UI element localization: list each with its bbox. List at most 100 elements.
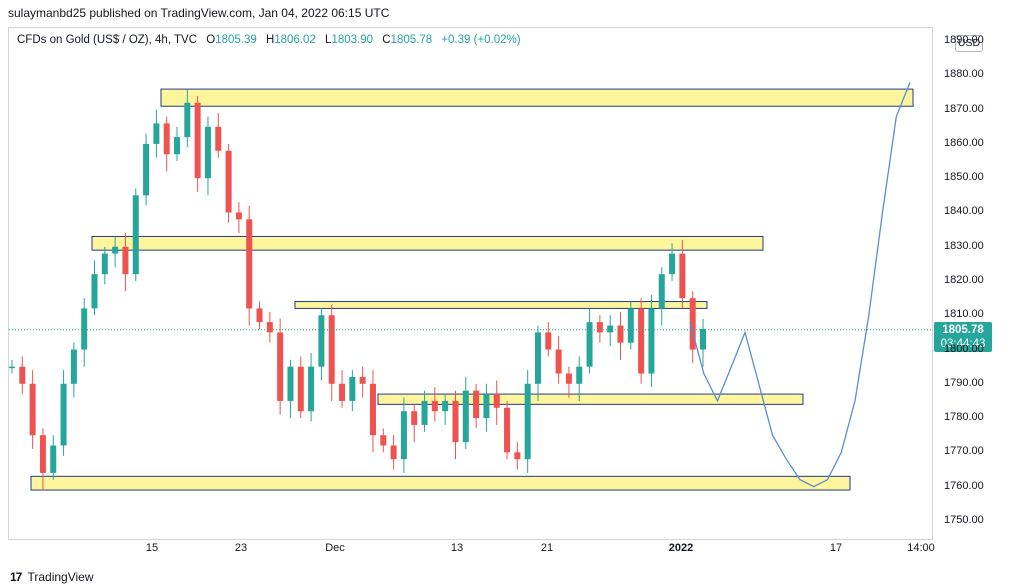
footer: 17 TradingView xyxy=(10,570,94,584)
open-label: O xyxy=(206,34,216,46)
symbol-label[interactable]: CFDs on Gold (US$ / OZ), 4h, TVC xyxy=(17,34,198,46)
candle-body xyxy=(143,143,150,196)
candle-body xyxy=(225,150,232,213)
candle-body xyxy=(421,400,428,425)
candle-body xyxy=(462,390,469,443)
candle-body xyxy=(235,212,242,220)
candle-body xyxy=(60,383,67,446)
candle-body xyxy=(669,253,676,275)
candle-body xyxy=(318,315,325,367)
low-value: 1803.90 xyxy=(331,34,374,46)
candle-body xyxy=(586,322,593,367)
open-value: 1805.39 xyxy=(215,34,257,46)
support-resistance-zone xyxy=(377,393,804,405)
x-tick-label: Dec xyxy=(325,542,345,554)
y-tick-label: 1800.00 xyxy=(944,342,984,355)
candle-body xyxy=(122,246,129,275)
candle-body xyxy=(287,366,294,401)
candle-body xyxy=(132,195,139,275)
last-price-value: 1805.78 xyxy=(942,324,984,336)
x-tick-label: 14:00 xyxy=(907,542,935,554)
x-tick-label: 2022 xyxy=(668,542,694,554)
candle-body xyxy=(112,246,119,254)
candle-body xyxy=(184,102,191,138)
support-resistance-zone xyxy=(30,475,851,491)
candle-body xyxy=(246,219,253,309)
publisher-header: sulaymanbd25 published on TradingView.co… xyxy=(8,6,390,20)
candle-body xyxy=(369,383,376,436)
high-value: 1806.02 xyxy=(274,34,316,46)
candle-body xyxy=(493,394,500,408)
candle-body xyxy=(442,400,449,412)
y-tick-label: 1870.00 xyxy=(944,102,984,115)
candle-body xyxy=(81,308,88,350)
brand-name[interactable]: TradingView xyxy=(27,570,94,584)
x-tick-label: 23 xyxy=(234,542,248,554)
candle-body xyxy=(658,274,665,309)
candle-body xyxy=(545,332,552,350)
candle-body xyxy=(29,383,36,436)
candle-body xyxy=(204,126,211,179)
y-tick-label: 1850.00 xyxy=(944,171,984,184)
y-tick-label: 1810.00 xyxy=(944,308,984,321)
currency-button[interactable]: USD xyxy=(955,35,983,52)
candle-body xyxy=(555,349,562,374)
candle-body xyxy=(700,328,706,350)
candle-body xyxy=(50,445,57,473)
y-tick-label: 1880.00 xyxy=(944,68,984,81)
candle-body xyxy=(565,373,572,384)
candle-body xyxy=(627,308,634,343)
y-tick-label: 1790.00 xyxy=(944,376,984,389)
y-tick-label: 1780.00 xyxy=(944,411,984,424)
candle-body xyxy=(607,325,614,333)
candle-body xyxy=(9,366,15,369)
candle-body xyxy=(215,126,222,151)
candle-body xyxy=(328,315,335,384)
candle-body xyxy=(70,349,77,384)
x-tick-label: 15 xyxy=(145,542,159,554)
candle-body xyxy=(256,308,263,323)
candle-body xyxy=(679,253,686,299)
close-label: C xyxy=(382,34,391,46)
candle-body xyxy=(596,322,603,333)
bar-countdown: 03:44:43 xyxy=(940,338,986,350)
candle-body xyxy=(349,376,356,401)
candle-body xyxy=(359,376,366,384)
candle-body xyxy=(483,394,490,419)
candle-body xyxy=(431,400,438,412)
tradingview-logo-icon[interactable]: 17 xyxy=(10,570,22,584)
x-tick-label: 21 xyxy=(540,542,554,554)
candle-body xyxy=(174,137,181,155)
y-tick-label: 1750.00 xyxy=(944,513,984,526)
candle-body xyxy=(473,390,480,419)
candle-body xyxy=(101,253,108,275)
candle-body xyxy=(19,366,26,384)
candle-body xyxy=(411,411,418,425)
candle-body xyxy=(39,435,46,473)
y-tick-label: 1830.00 xyxy=(944,239,984,252)
candle-body xyxy=(91,274,98,309)
candle-body xyxy=(390,445,397,460)
y-tick-label: 1820.00 xyxy=(944,274,984,286)
candle-body xyxy=(638,308,645,374)
x-tick-label: 13 xyxy=(450,542,464,554)
low-label: L xyxy=(325,34,332,46)
support-resistance-zone xyxy=(294,301,708,309)
y-tick-label: 1760.00 xyxy=(944,479,984,492)
y-tick-label: 1770.00 xyxy=(944,445,984,458)
candle-body xyxy=(617,325,624,343)
close-value: 1805.78 xyxy=(390,34,433,46)
chart-frame xyxy=(8,27,933,540)
candle-body xyxy=(266,322,273,333)
candle-body xyxy=(689,298,696,350)
candle-body xyxy=(153,123,160,144)
y-tick-label: 1840.00 xyxy=(944,205,984,218)
candle-body xyxy=(534,332,541,384)
support-resistance-zone xyxy=(160,88,914,107)
y-tick-label: 1860.00 xyxy=(944,136,984,149)
support-resistance-zone xyxy=(91,235,764,251)
candle-body xyxy=(380,435,387,446)
projection-path xyxy=(689,82,911,488)
candle-body xyxy=(277,332,284,401)
